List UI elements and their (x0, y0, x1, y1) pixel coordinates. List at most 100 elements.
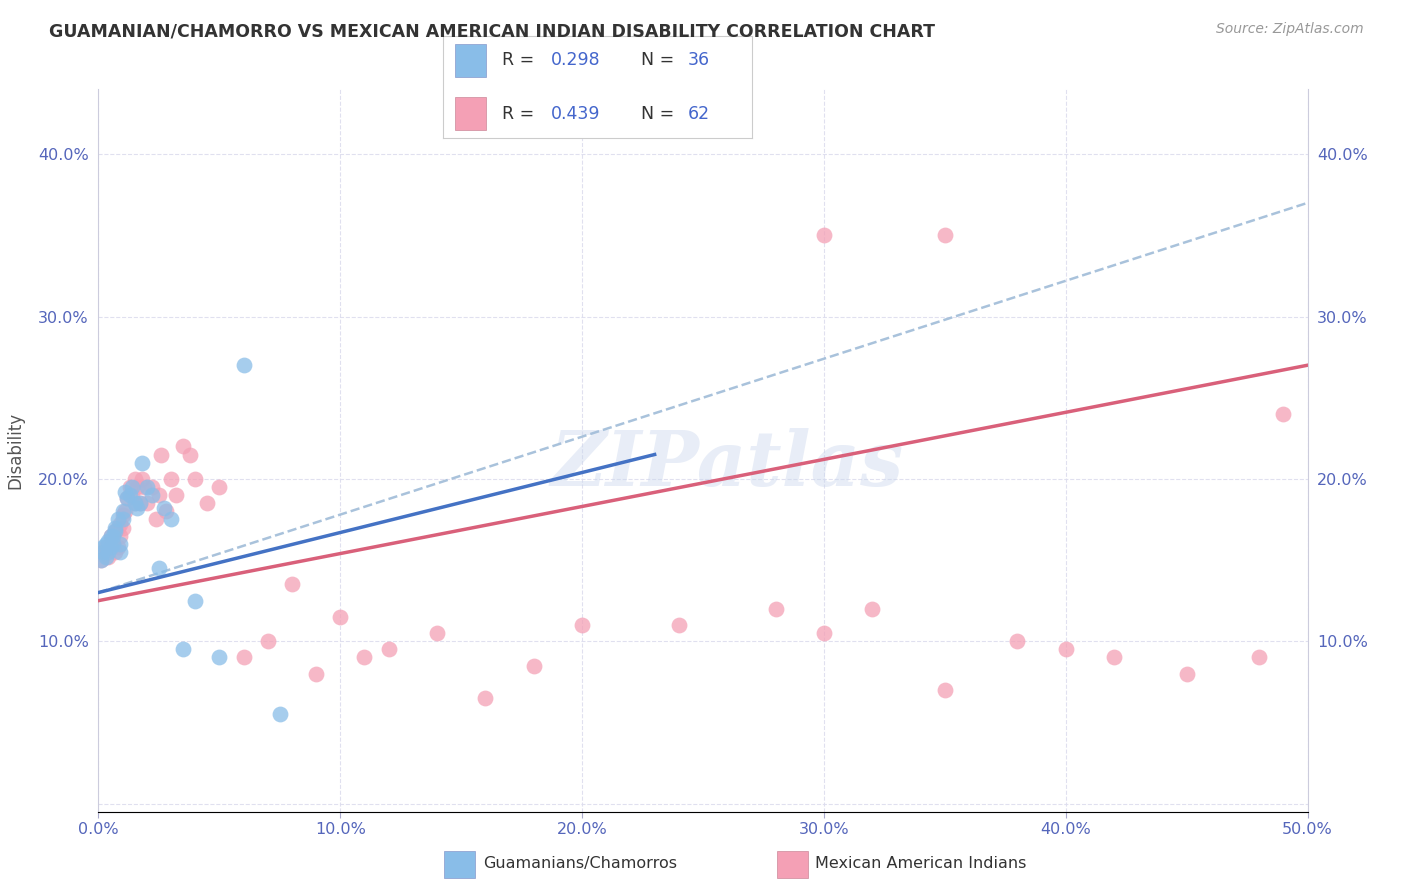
Point (108, 537, 131, 551)
Point (152, 501, 174, 516)
Point (90, 553, 112, 567)
Point (474, 691, 496, 706)
Point (94, 540, 117, 554)
Point (160, 472, 183, 486)
Point (172, 439, 194, 453)
Point (765, 601, 787, 615)
Point (305, 666, 328, 681)
Text: 36: 36 (688, 52, 710, 70)
Text: ZIPatlas: ZIPatlas (551, 428, 904, 502)
Point (148, 488, 170, 502)
Point (135, 496, 157, 510)
Point (128, 496, 150, 510)
Point (141, 488, 163, 502)
Point (184, 472, 207, 486)
Point (329, 610, 352, 624)
Point (118, 488, 141, 502)
Point (131, 472, 153, 486)
Text: Mexican American Indians: Mexican American Indians (815, 855, 1026, 871)
Point (172, 642, 194, 657)
Bar (778, 851, 808, 878)
Point (94, 549, 117, 564)
Point (100, 529, 122, 543)
Point (104, 524, 127, 538)
Point (165, 488, 187, 502)
Text: GUAMANIAN/CHAMORRO VS MEXICAN AMERICAN INDIAN DISABILITY CORRELATION CHART: GUAMANIAN/CHAMORRO VS MEXICAN AMERICAN I… (49, 22, 935, 40)
Point (111, 508, 134, 522)
Point (208, 650, 231, 665)
Point (184, 593, 207, 607)
Text: 0.298: 0.298 (551, 52, 600, 70)
Point (127, 480, 149, 494)
Bar (456, 44, 486, 77)
Point (232, 358, 254, 372)
Point (150, 448, 173, 462)
Point (97, 549, 120, 564)
Y-axis label: Disability: Disability (6, 412, 24, 489)
Point (1054, 642, 1077, 657)
Text: Guamanians/Chamorros: Guamanians/Chamorros (484, 855, 676, 871)
Point (104, 520, 127, 534)
Point (571, 618, 593, 632)
Point (90, 553, 112, 567)
Point (195, 496, 218, 510)
Point (107, 540, 129, 554)
Text: 0.439: 0.439 (551, 104, 600, 122)
Point (124, 496, 146, 510)
Point (134, 480, 156, 494)
Text: N =: N = (641, 104, 679, 122)
Point (100, 529, 122, 543)
Text: R =: R = (502, 104, 540, 122)
Point (101, 537, 124, 551)
Point (934, 228, 956, 243)
Point (281, 577, 304, 591)
Point (269, 707, 291, 722)
Point (91, 540, 114, 554)
Point (111, 520, 134, 534)
Point (813, 228, 835, 243)
Point (101, 537, 124, 551)
Point (114, 484, 136, 499)
Point (1249, 650, 1271, 665)
Point (97, 533, 120, 548)
Point (1272, 407, 1295, 421)
Point (100, 540, 122, 554)
Point (121, 488, 143, 502)
Text: Source: ZipAtlas.com: Source: ZipAtlas.com (1216, 22, 1364, 37)
Point (668, 618, 690, 632)
Point (108, 545, 131, 559)
Point (124, 472, 146, 486)
Point (1102, 650, 1125, 665)
Text: N =: N = (641, 52, 679, 70)
Point (145, 512, 167, 526)
Point (860, 601, 883, 615)
Point (121, 480, 143, 494)
Point (256, 634, 278, 648)
Point (934, 682, 956, 697)
Bar (444, 851, 475, 878)
Point (426, 626, 449, 640)
Point (107, 512, 129, 526)
Point (148, 561, 170, 575)
Point (111, 504, 134, 518)
Text: 62: 62 (688, 104, 710, 122)
Point (232, 650, 254, 665)
Point (104, 545, 127, 559)
Point (813, 626, 835, 640)
Bar (456, 97, 486, 130)
Point (94, 537, 117, 551)
Point (114, 504, 136, 518)
Point (1007, 634, 1029, 648)
Point (117, 491, 139, 506)
Text: R =: R = (502, 52, 540, 70)
Point (377, 642, 399, 657)
Point (523, 658, 546, 673)
Point (101, 529, 124, 543)
Point (100, 540, 122, 554)
Point (107, 520, 129, 534)
Point (131, 456, 153, 470)
Point (118, 480, 141, 494)
Point (141, 480, 163, 494)
Point (117, 491, 139, 506)
Point (124, 496, 146, 510)
